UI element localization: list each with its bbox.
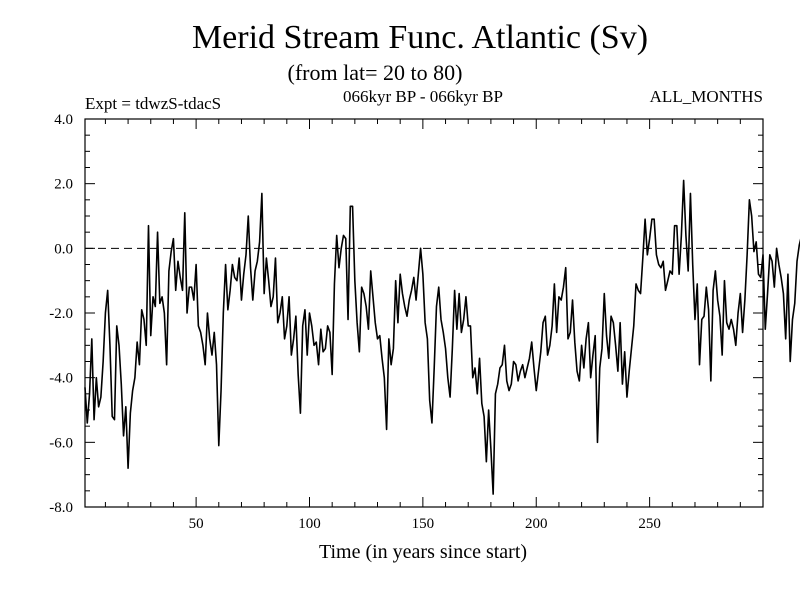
chart-title: Merid Stream Func. Atlantic (Sv) (192, 19, 648, 56)
x-tick-label: 50 (189, 516, 204, 532)
x-tick-label: 200 (525, 516, 548, 532)
y-tick-label: 4.0 (54, 112, 73, 128)
x-tick-label: 100 (298, 516, 321, 532)
y-tick-label: 0.0 (54, 241, 73, 257)
series-line (84, 179, 800, 495)
x-tick-label: 250 (638, 516, 661, 532)
y-tick-label: 2.0 (54, 177, 73, 193)
y-tick-label: -4.0 (49, 371, 73, 387)
tick-labels: 50 100 150 200 250 4.0 2.0 0.0 -2.0 -4.0 -6.0 -8.0 (49, 112, 661, 532)
months-label: ALL_MONTHS (650, 87, 763, 106)
chart-subtitle: (from lat= 20 to 80) (288, 60, 463, 85)
experiment-label: Expt = tdwzS-tdacS (85, 94, 221, 113)
y-tick-label: -6.0 (49, 435, 73, 451)
time-range-label: 066kyr BP - 066kyr BP (343, 87, 503, 106)
y-tick-label: -2.0 (49, 306, 73, 322)
y-tick-label: -8.0 (49, 500, 73, 516)
plot-frame (84, 118, 764, 508)
x-axis-label: Time (in years since start) (319, 541, 527, 563)
x-tick-label: 150 (412, 516, 435, 532)
